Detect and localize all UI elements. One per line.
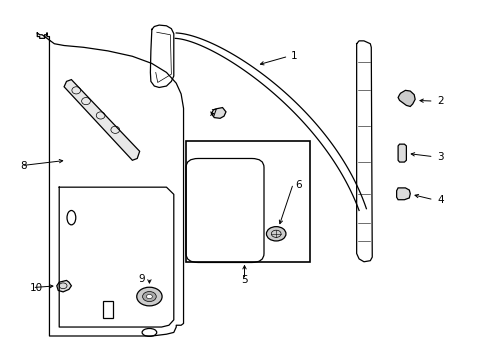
Polygon shape [211, 108, 225, 118]
Polygon shape [57, 280, 71, 292]
Polygon shape [396, 188, 409, 200]
Text: 6: 6 [295, 180, 302, 190]
Circle shape [266, 226, 285, 241]
Polygon shape [397, 90, 414, 107]
Circle shape [137, 287, 162, 306]
Text: 8: 8 [20, 161, 27, 171]
Bar [185, 140, 310, 262]
Bar [103, 301, 113, 318]
Polygon shape [64, 80, 140, 160]
Text: 9: 9 [139, 274, 145, 284]
Circle shape [142, 292, 156, 302]
Text: 7: 7 [210, 109, 217, 119]
Text: 1: 1 [290, 51, 297, 61]
Text: 3: 3 [436, 152, 443, 162]
Polygon shape [397, 144, 406, 162]
Text: 2: 2 [436, 96, 443, 106]
Circle shape [146, 294, 152, 299]
Text: 5: 5 [241, 275, 247, 285]
Text: 4: 4 [436, 195, 443, 205]
Text: 10: 10 [30, 283, 43, 293]
